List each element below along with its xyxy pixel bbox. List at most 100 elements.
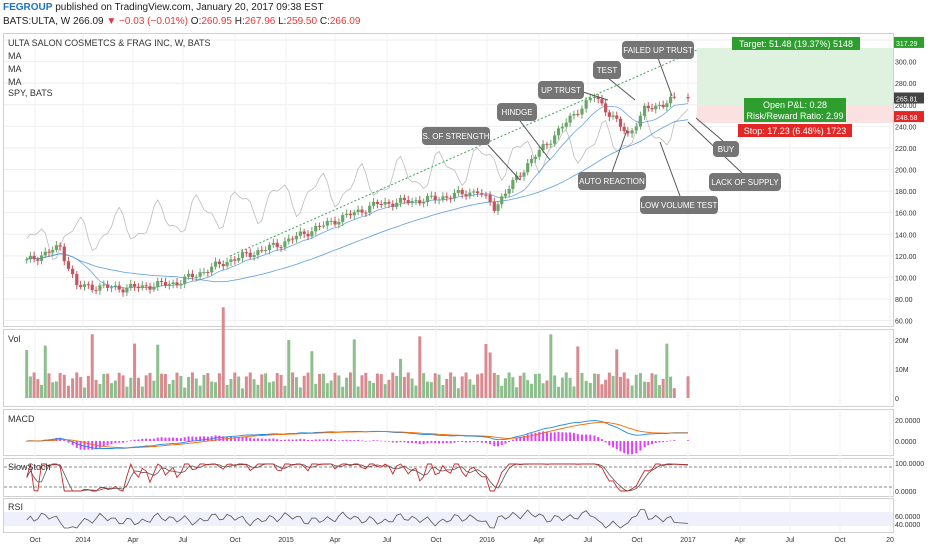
macd-hist-bar bbox=[626, 441, 629, 455]
macd-hist-bar bbox=[98, 441, 101, 448]
macd-hist-bar bbox=[565, 432, 568, 441]
annotation-buy[interactable]: BUY bbox=[695, 117, 739, 157]
annotation-low-volume-test[interactable]: LOW VOLUME TEST bbox=[640, 141, 718, 214]
volume-bar bbox=[399, 358, 403, 398]
x-tick-label: 2016 bbox=[479, 537, 495, 544]
candle-body bbox=[356, 209, 360, 213]
candle-body bbox=[476, 191, 480, 194]
volume-bar bbox=[140, 386, 144, 398]
macd-hist-bar bbox=[160, 437, 163, 441]
candle-body bbox=[564, 122, 568, 127]
target-zone bbox=[697, 48, 893, 105]
publisher-link[interactable]: FEGROUP bbox=[3, 2, 53, 13]
x-tick-label: 20 bbox=[886, 537, 894, 544]
x-tick-label: Jul bbox=[383, 537, 392, 544]
x-tick-label: Apr bbox=[735, 537, 747, 544]
candle-body bbox=[302, 231, 306, 234]
low-value: 259.50 bbox=[286, 16, 318, 27]
volume-bar bbox=[375, 373, 379, 398]
macd-hist-bar bbox=[199, 436, 202, 441]
volume-bar bbox=[414, 385, 418, 398]
legend-ma-3: MA bbox=[8, 77, 22, 87]
candle-body bbox=[58, 245, 62, 247]
candle-body bbox=[225, 261, 229, 267]
volume-bar bbox=[54, 381, 58, 398]
volume-bar bbox=[287, 339, 291, 398]
macd-hist-bar bbox=[665, 441, 668, 442]
axis-tag-stop bbox=[894, 111, 924, 123]
candle-body bbox=[449, 197, 453, 199]
candle-body bbox=[615, 115, 619, 119]
down-arrow-icon: ▼ bbox=[106, 16, 117, 27]
high-label: H: bbox=[234, 16, 245, 27]
candle-body bbox=[618, 118, 623, 127]
volume-bar bbox=[66, 385, 70, 398]
stop-tag[interactable] bbox=[738, 124, 852, 137]
candle-body bbox=[383, 201, 387, 205]
macd-hist-bar bbox=[449, 441, 452, 444]
candle-body bbox=[496, 204, 500, 211]
volume-bar bbox=[298, 387, 302, 398]
candle-body bbox=[90, 284, 94, 291]
macd-hist-bar bbox=[395, 441, 398, 443]
volume-bar bbox=[102, 373, 106, 398]
volume-bar bbox=[264, 373, 268, 398]
candle-body bbox=[194, 276, 198, 278]
stoch-d-line bbox=[26, 463, 689, 492]
candle-body bbox=[260, 250, 264, 252]
annotation-up-trust[interactable]: UP TRUST bbox=[538, 81, 609, 101]
candle-body bbox=[310, 231, 314, 237]
x-tick-label: Oct bbox=[835, 537, 846, 544]
candle-body bbox=[429, 195, 433, 197]
candle-body bbox=[291, 238, 295, 240]
annotation-hindge[interactable]: HINDGE bbox=[497, 103, 551, 161]
volume-bar bbox=[129, 377, 133, 398]
volume-bar bbox=[271, 381, 275, 398]
macd-hist-bar bbox=[545, 431, 548, 441]
macd-hist-bar bbox=[176, 437, 178, 441]
annotation-s-of-strength[interactable]: S. OF STRENGTH bbox=[422, 127, 521, 181]
pnl-tag[interactable] bbox=[744, 98, 846, 122]
macd-hist-bar bbox=[403, 441, 406, 443]
macd-hist-bar bbox=[183, 437, 186, 441]
macd-hist-bar bbox=[156, 437, 159, 441]
candle-body bbox=[348, 213, 353, 216]
macd-hist-bar bbox=[191, 436, 194, 441]
candle-body bbox=[456, 189, 460, 193]
candle-body bbox=[229, 259, 233, 262]
stop-tag-text: Stop: 17.23 (6.48%) 1723 bbox=[744, 126, 847, 136]
annotation-auto-reaction[interactable]: AUTO REACTION bbox=[578, 129, 646, 190]
macd-hist-bar bbox=[631, 441, 634, 455]
volume-bar bbox=[618, 376, 622, 398]
volume-bar bbox=[364, 372, 368, 398]
volume-bar bbox=[237, 376, 241, 398]
macd-hist-bar bbox=[418, 441, 421, 444]
candle-body bbox=[202, 271, 206, 273]
volume-bar bbox=[345, 377, 349, 398]
candle-body bbox=[422, 202, 426, 204]
label-text: TEST bbox=[597, 66, 618, 75]
y-tick-label: 80.00 bbox=[895, 297, 913, 304]
candle-body bbox=[75, 274, 79, 286]
annotation-failed-up-trust[interactable]: FAILED UP TRUST bbox=[622, 41, 694, 97]
candle-body bbox=[183, 276, 187, 284]
rsi-line bbox=[26, 509, 689, 529]
macd-hist-bar bbox=[164, 437, 167, 441]
target-tag[interactable] bbox=[732, 37, 860, 50]
macd-hist-bar bbox=[287, 439, 290, 441]
candle-body bbox=[665, 103, 669, 107]
macd-hist-bar bbox=[654, 441, 657, 444]
volume-bar bbox=[433, 373, 437, 398]
volume-bar bbox=[47, 373, 51, 398]
candle-body bbox=[94, 290, 98, 292]
macd-hist-bar bbox=[102, 441, 105, 447]
volume-bar bbox=[588, 382, 592, 398]
annotation-test[interactable]: TEST bbox=[593, 61, 636, 101]
rr-text: Risk/Reward Ratio: 2.99 bbox=[746, 111, 843, 121]
volume-bar bbox=[360, 375, 364, 398]
candle-body bbox=[611, 115, 615, 117]
pnl-text: Open P&L: 0.28 bbox=[763, 100, 827, 110]
macd-hist-bar bbox=[145, 438, 148, 441]
candle-body bbox=[414, 200, 418, 202]
